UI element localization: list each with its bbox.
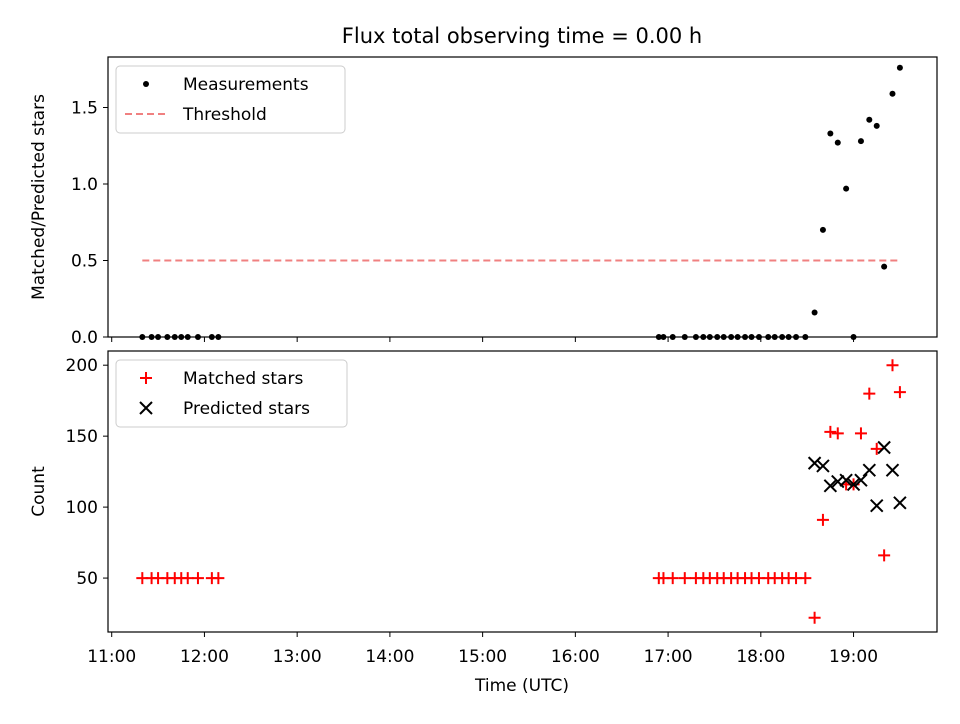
panels-layer: Matched/Predicted stars 0.0 0.5 1.0 1.5 Measu… bbox=[29, 56, 938, 667]
y-tick-label: 100 bbox=[66, 498, 98, 518]
data-point bbox=[866, 116, 873, 123]
data-point bbox=[678, 572, 691, 585]
legend-label: Predicted stars bbox=[183, 399, 310, 419]
data-point bbox=[886, 359, 899, 372]
data-point bbox=[877, 440, 891, 455]
data-point bbox=[846, 477, 861, 492]
data-point bbox=[799, 572, 812, 585]
data-point bbox=[824, 425, 837, 438]
data-point bbox=[181, 572, 194, 585]
data-point bbox=[878, 549, 891, 562]
data-point bbox=[881, 263, 888, 270]
data-point bbox=[885, 463, 900, 477]
data-point bbox=[666, 572, 679, 585]
legend-marker bbox=[139, 401, 153, 415]
y-tick-label: 1.0 bbox=[71, 175, 98, 195]
data-point bbox=[191, 572, 204, 585]
data-point bbox=[854, 427, 867, 440]
data-point bbox=[808, 611, 821, 624]
legend-frame bbox=[115, 359, 348, 428]
data-point bbox=[831, 427, 844, 440]
data-point bbox=[889, 90, 896, 97]
y-axis-label: Count bbox=[29, 466, 49, 517]
x-tick-label: 15:00 bbox=[458, 647, 507, 667]
y-tick-label: 50 bbox=[76, 569, 98, 589]
x-axis-label: Time (UTC) bbox=[474, 676, 569, 696]
data-point bbox=[823, 479, 838, 493]
panel-2: Count 50 100 150 200 11:00 12:00 13:00 14:00 15:0… bbox=[29, 350, 938, 667]
data-point bbox=[819, 226, 826, 233]
legend-label: Measurements bbox=[183, 75, 309, 95]
data-point bbox=[873, 122, 880, 129]
data-point bbox=[834, 139, 841, 146]
y-axis-label: Matched/Predicted stars bbox=[29, 94, 49, 300]
x-tick-label: 14:00 bbox=[365, 647, 414, 667]
y-tick-label: 150 bbox=[66, 427, 98, 447]
data-point bbox=[843, 185, 850, 192]
legend-marker bbox=[143, 81, 149, 87]
data-point bbox=[870, 442, 883, 455]
data-point bbox=[212, 572, 225, 585]
legend: Matched stars Predicted stars bbox=[115, 359, 348, 428]
legend-label: Matched stars bbox=[183, 369, 303, 389]
data-point bbox=[870, 498, 884, 513]
legend-frame bbox=[115, 65, 346, 134]
data-point bbox=[857, 138, 864, 145]
panel-1: Matched/Predicted stars 0.0 0.5 1.0 1.5 Measu… bbox=[29, 56, 938, 348]
data-point bbox=[827, 130, 834, 137]
y-tick-label: 0.5 bbox=[71, 251, 98, 271]
x-tick-label: 16:00 bbox=[551, 647, 600, 667]
y-tick-label: 1.5 bbox=[71, 98, 98, 118]
data-point bbox=[811, 309, 818, 316]
series-measurements bbox=[139, 64, 903, 340]
series-matched-stars bbox=[136, 359, 906, 624]
legend-label: Threshold bbox=[182, 105, 267, 125]
series-predicted-stars bbox=[807, 440, 907, 513]
x-tick-label: 18:00 bbox=[736, 647, 785, 667]
data-point bbox=[893, 496, 907, 510]
axes-frame bbox=[107, 56, 938, 338]
data-point bbox=[807, 456, 822, 470]
data-point bbox=[863, 387, 876, 400]
data-point bbox=[816, 513, 829, 526]
x-tick-label: 13:00 bbox=[273, 647, 322, 667]
x-tick-label: 19:00 bbox=[829, 647, 878, 667]
y-tick-label: 200 bbox=[66, 356, 98, 376]
legend: Measurements Threshold bbox=[115, 65, 346, 134]
data-point bbox=[854, 473, 868, 487]
data-point bbox=[896, 64, 903, 71]
data-point bbox=[862, 463, 877, 477]
x-tick-label: 12:00 bbox=[180, 647, 229, 667]
x-tick-label: 17:00 bbox=[644, 647, 693, 667]
chart-title: Flux total observing time = 0.00 h bbox=[342, 24, 702, 48]
data-point bbox=[816, 459, 830, 473]
axes-frame bbox=[107, 350, 938, 633]
legend-marker bbox=[140, 372, 152, 384]
y-tick-label: 0.0 bbox=[71, 328, 98, 348]
x-tick-label: 11:00 bbox=[87, 647, 136, 667]
data-point bbox=[839, 473, 853, 487]
data-point bbox=[893, 386, 906, 399]
